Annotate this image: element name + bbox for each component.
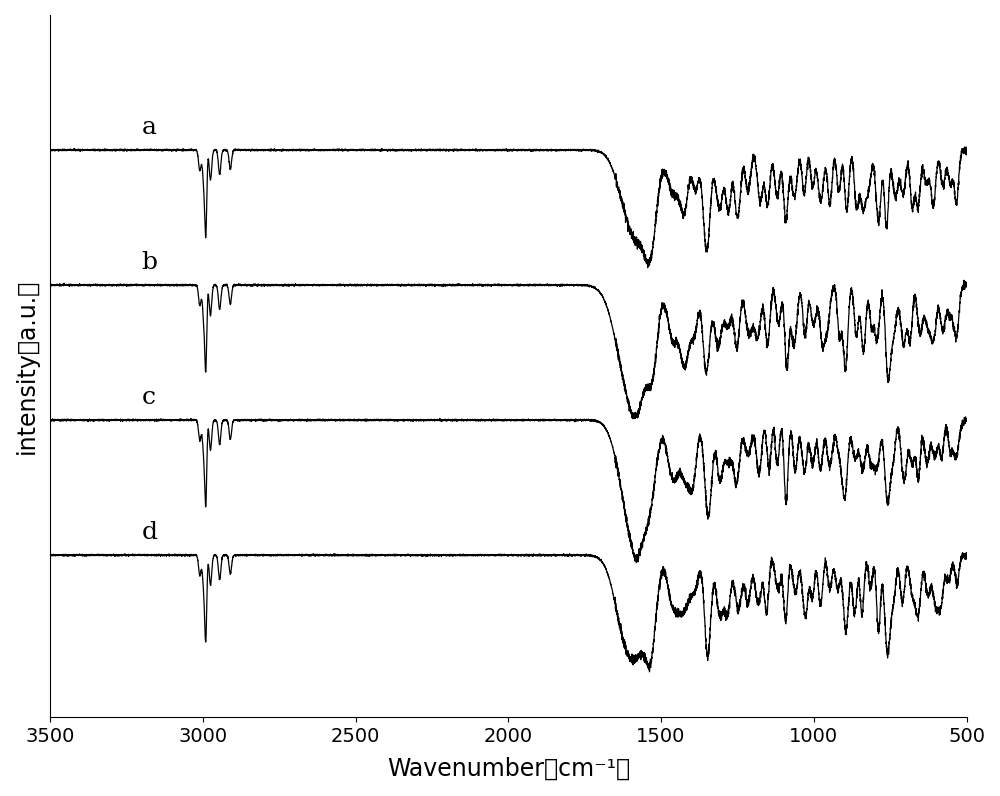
Text: d: d xyxy=(142,521,158,544)
Y-axis label: intensity（a.u.）: intensity（a.u.） xyxy=(15,279,39,454)
X-axis label: Wavenumber（cm⁻¹）: Wavenumber（cm⁻¹） xyxy=(387,757,630,781)
Text: c: c xyxy=(142,386,156,409)
Text: a: a xyxy=(142,116,157,139)
Text: b: b xyxy=(142,252,158,275)
